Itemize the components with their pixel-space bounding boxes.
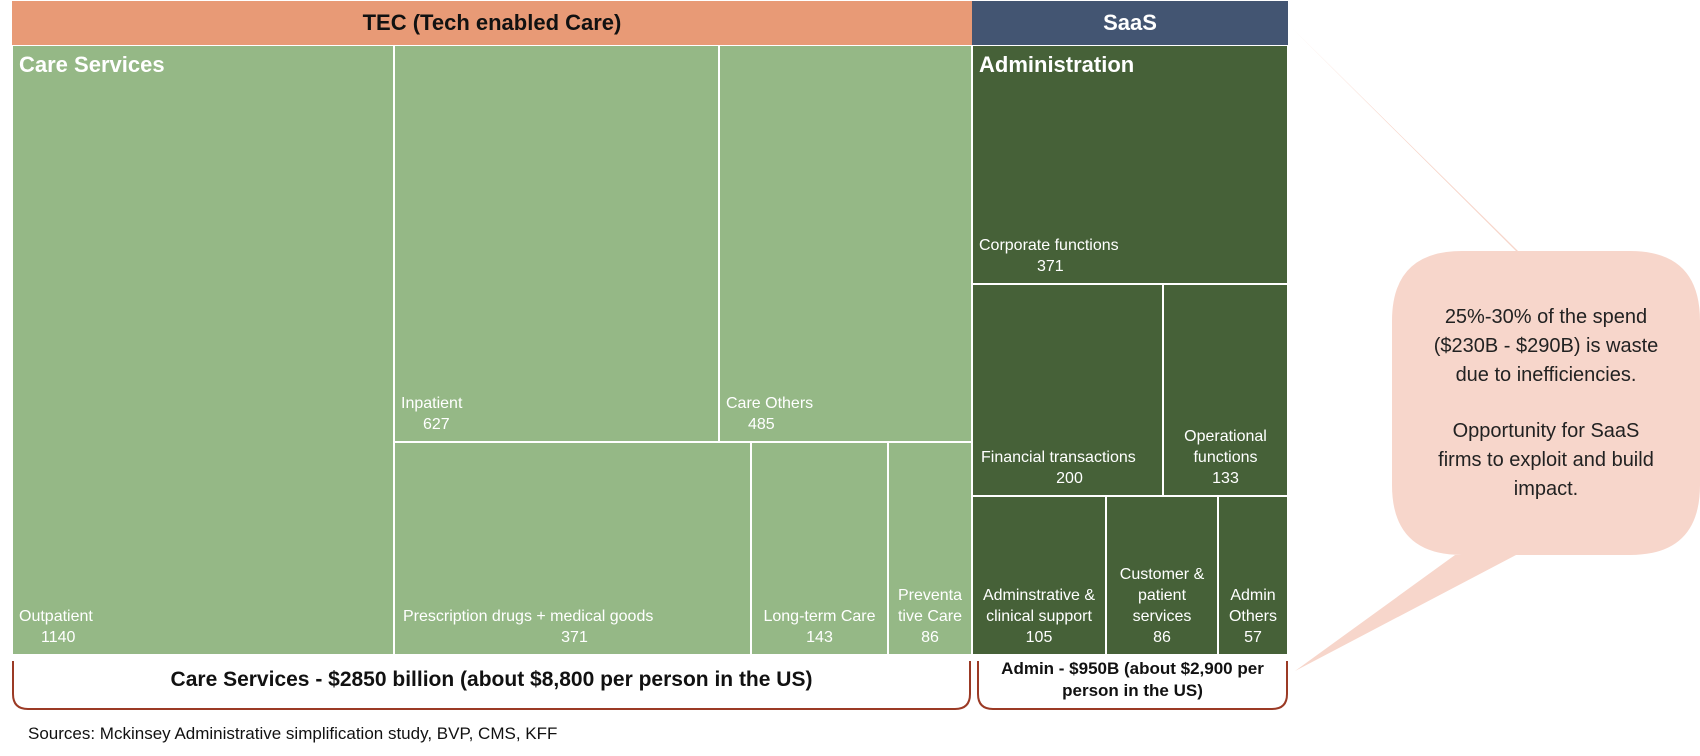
long-term-care-label: Long-term Care 143 xyxy=(763,608,876,646)
tile-customer-patient-services: Customer & patient services 86 xyxy=(1106,496,1218,655)
financial-transactions-label: Financial transactions 200 xyxy=(981,449,1136,487)
outpatient-label: Outpatient 1140 xyxy=(19,608,93,646)
callout-line-2: ($230B - $290B) is waste xyxy=(1433,335,1659,357)
care-services-group-title: Care Services xyxy=(19,52,165,77)
admin-total-line1: Admin - $950B (about $2,900 per xyxy=(1001,659,1264,678)
admin-others-label: Admin Others 57 xyxy=(1228,587,1277,646)
admin-brace xyxy=(977,661,1288,710)
tile-preventative-care: Preventa tive Care 86 xyxy=(888,442,972,655)
tile-financial-transactions: Financial transactions 200 xyxy=(972,284,1163,496)
callout-line-1: 25%-30% of the spend xyxy=(1444,306,1648,328)
tile-corporate-functions: Administration Corporate functions 371 xyxy=(972,45,1288,284)
operational-functions-label: Operational functions 133 xyxy=(1184,428,1267,487)
tile-outpatient: Care Services Outpatient 1140 xyxy=(12,45,394,655)
care-services-brace xyxy=(12,661,971,710)
tile-inpatient: Inpatient 627 xyxy=(394,45,719,442)
administration-group-title: Administration xyxy=(979,52,1135,77)
inpatient-label: Inpatient 627 xyxy=(401,395,463,433)
tile-administrative-clinical-support: Adminstrative & clinical support 105 xyxy=(972,496,1106,655)
tile-prescription-drugs: Prescription drugs + medical goods 371 xyxy=(394,442,751,655)
sources-note: Sources: Mckinsey Administrative simplif… xyxy=(28,724,558,743)
tile-admin-others: Admin Others 57 xyxy=(1218,496,1288,655)
preventative-care-label: Preventa tive Care 86 xyxy=(897,587,963,646)
callout-text: 25%-30% of the spend ($230B - $290B) is … xyxy=(1392,303,1700,504)
callout-line-6: impact. xyxy=(1513,478,1579,500)
callout-line-5: firms to exploit and build xyxy=(1438,449,1654,471)
corporate-functions-label: Corporate functions 371 xyxy=(979,237,1119,275)
care-services-total: Care Services - $2850 billion (about $8,… xyxy=(170,668,813,691)
tile-long-term-care: Long-term Care 143 xyxy=(751,442,888,655)
customer-patient-services-label: Customer & patient services 86 xyxy=(1119,566,1205,646)
care-others-label: Care Others 485 xyxy=(726,395,814,433)
admin-total: Admin - $950B (about $2,900 per person i… xyxy=(978,654,1287,706)
admin-total-line2: person in the US) xyxy=(1062,681,1203,700)
tile-operational-functions: Operational functions 133 xyxy=(1163,284,1288,496)
saas-header: SaaS xyxy=(972,1,1288,45)
callout-line-3: due to inefficiencies. xyxy=(1455,364,1637,386)
tile-care-others: Care Others 485 xyxy=(719,45,972,442)
callout-bubble xyxy=(1291,27,1700,671)
callout-line-4: Opportunity for SaaS xyxy=(1452,420,1640,442)
administrative-clinical-support-label: Adminstrative & clinical support 105 xyxy=(982,587,1096,646)
tec-header: TEC (Tech enabled Care) xyxy=(12,1,972,45)
prescription-drugs-label: Prescription drugs + medical goods 371 xyxy=(403,608,654,646)
